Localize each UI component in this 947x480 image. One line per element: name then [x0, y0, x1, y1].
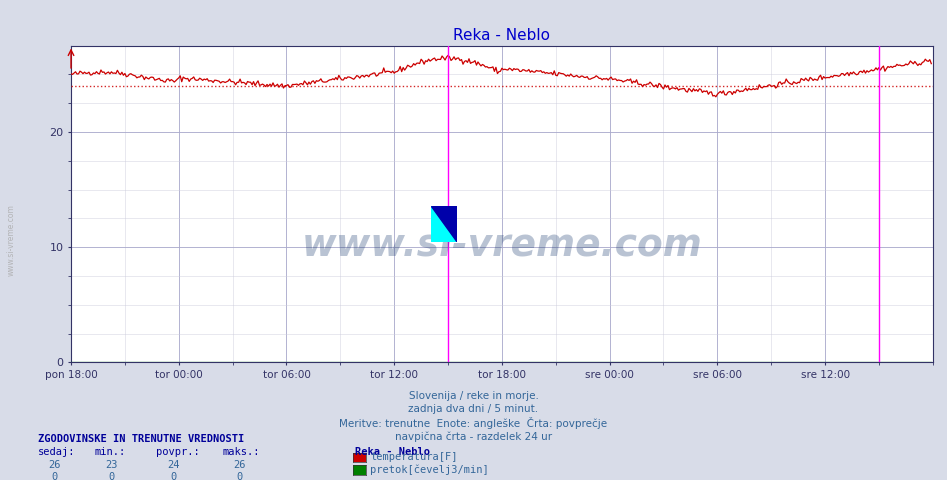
Text: 24: 24: [167, 460, 180, 470]
Polygon shape: [431, 206, 457, 242]
Text: 0: 0: [237, 472, 242, 480]
Text: 0: 0: [52, 472, 58, 480]
Text: temperatura[F]: temperatura[F]: [370, 452, 457, 462]
Text: ZGODOVINSKE IN TRENUTNE VREDNOSTI: ZGODOVINSKE IN TRENUTNE VREDNOSTI: [38, 434, 244, 444]
Text: 0: 0: [170, 472, 176, 480]
Text: povpr.:: povpr.:: [156, 447, 200, 457]
Text: www.si-vreme.com: www.si-vreme.com: [301, 227, 703, 263]
Text: Meritve: trenutne  Enote: angleške  Črta: povprečje: Meritve: trenutne Enote: angleške Črta: …: [339, 417, 608, 429]
Text: Reka - Neblo: Reka - Neblo: [355, 447, 430, 457]
Title: Reka - Neblo: Reka - Neblo: [454, 28, 550, 43]
Text: min.:: min.:: [95, 447, 126, 457]
Text: www.si-vreme.com: www.si-vreme.com: [7, 204, 16, 276]
Polygon shape: [431, 206, 457, 242]
Text: 26: 26: [233, 460, 246, 470]
Text: 0: 0: [109, 472, 115, 480]
Text: Slovenija / reke in morje.: Slovenija / reke in morje.: [408, 391, 539, 401]
Text: navpična črta - razdelek 24 ur: navpična črta - razdelek 24 ur: [395, 431, 552, 442]
Text: maks.:: maks.:: [223, 447, 260, 457]
Text: pretok[čevelj3/min]: pretok[čevelj3/min]: [370, 464, 489, 475]
Text: zadnja dva dni / 5 minut.: zadnja dva dni / 5 minut.: [408, 405, 539, 414]
Text: 26: 26: [48, 460, 62, 470]
Text: sedaj:: sedaj:: [38, 447, 76, 457]
Text: 23: 23: [105, 460, 118, 470]
